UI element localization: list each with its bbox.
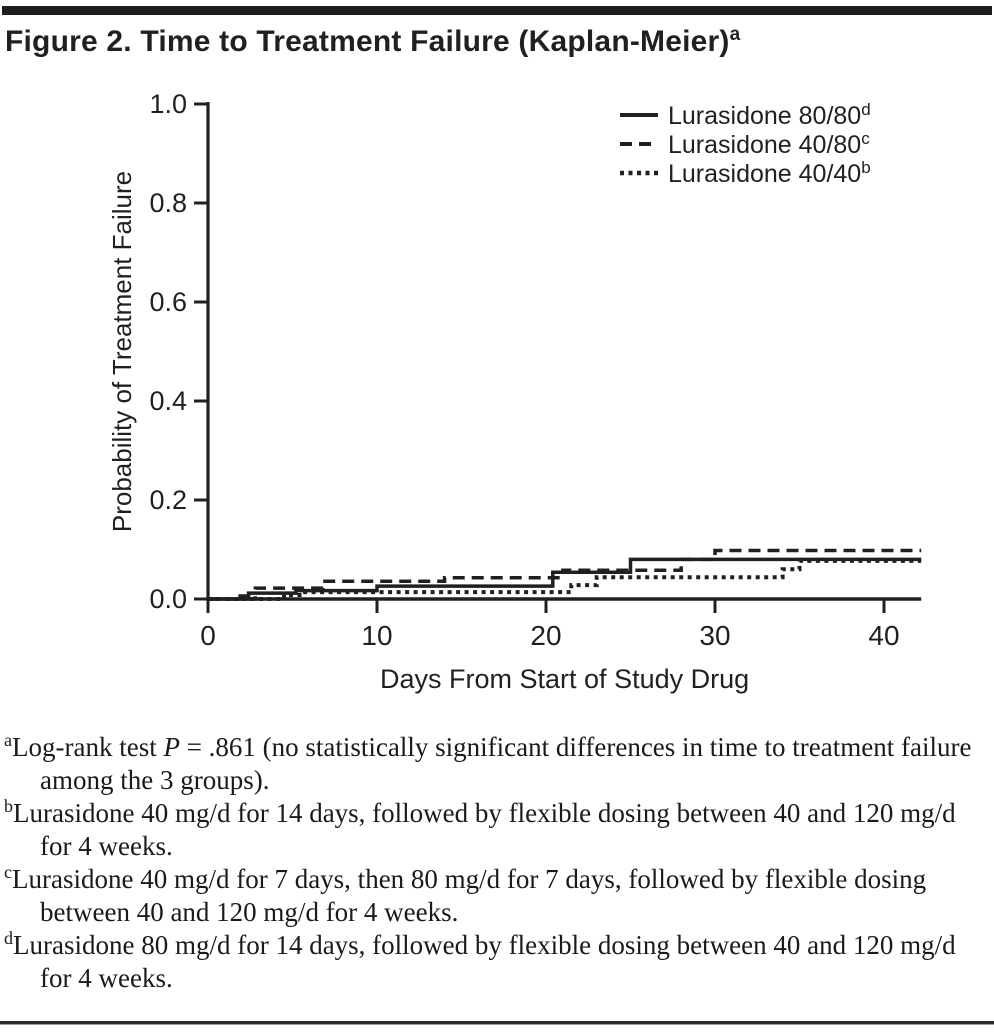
footnote-b-text: Lurasidone 40 mg/d for 14 days, followed… <box>13 798 956 861</box>
footnote-d-text: Lurasidone 80 mg/d for 14 days, followed… <box>13 930 956 993</box>
y-tick-label: 0.0 <box>149 584 187 614</box>
footnote-c-text: Lurasidone 40 mg/d for 7 days, then 80 m… <box>12 864 927 927</box>
legend-label: Lurasidone 80/80d <box>668 100 871 130</box>
legend-label: Lurasidone 40/80c <box>668 129 870 159</box>
footnote-a-text-2: = .861 (no statistically significant dif… <box>40 732 972 795</box>
footnote-b-sup: b <box>4 796 13 816</box>
footnote-a: aLog-rank test P = .861 (no statisticall… <box>4 731 986 797</box>
footnotes: aLog-rank test P = .861 (no statisticall… <box>4 731 986 995</box>
y-tick-label: 0.6 <box>149 287 187 317</box>
footnote-a-italic: P <box>163 732 180 762</box>
y-tick-label: 1.0 <box>149 89 187 119</box>
footnote-b: bLurasidone 40 mg/d for 14 days, followe… <box>4 797 986 863</box>
footnote-a-sup: a <box>4 730 12 750</box>
footnote-d-sup: d <box>4 928 13 948</box>
top-rule <box>2 6 992 15</box>
y-axis-title: Probability of Treatment Failure <box>107 171 137 532</box>
x-tick-label: 40 <box>868 620 899 651</box>
series-dotted-path <box>208 558 922 601</box>
figure-title: Figure 2. Time to Treatment Failure (Kap… <box>5 24 740 59</box>
km-chart-svg: 0 10 20 30 40 0.0 0.2 0.4 0.6 0.8 1.0 Days From Sta… <box>107 89 922 694</box>
y-tick-label: 0.2 <box>149 485 187 515</box>
y-tick-label: 0.8 <box>149 188 187 218</box>
x-tick-label: 30 <box>699 620 730 651</box>
x-tick-label: 10 <box>361 620 392 651</box>
x-axis-title: Days From Start of Study Drug <box>380 664 749 694</box>
footnote-d: dLurasidone 80 mg/d for 14 days, followe… <box>4 929 986 995</box>
bottom-rule <box>0 1021 994 1025</box>
footnote-c: cLurasidone 40 mg/d for 7 days, then 80 … <box>4 863 986 929</box>
footnote-a-text: Log-rank test <box>12 732 164 762</box>
y-tick-label: 0.4 <box>149 386 187 416</box>
x-tick-label: 20 <box>530 620 561 651</box>
series-solid-path <box>208 557 922 601</box>
km-chart: 0 10 20 30 40 0.0 0.2 0.4 0.6 0.8 1.0 Days From Sta… <box>0 78 994 723</box>
x-tick-label: 0 <box>200 620 216 651</box>
legend-label: Lurasidone 40/40b <box>668 158 871 188</box>
figure-title-superscript: a <box>729 24 741 45</box>
footnote-c-sup: c <box>4 862 12 882</box>
figure-title-text: Figure 2. Time to Treatment Failure (Kap… <box>5 25 730 58</box>
